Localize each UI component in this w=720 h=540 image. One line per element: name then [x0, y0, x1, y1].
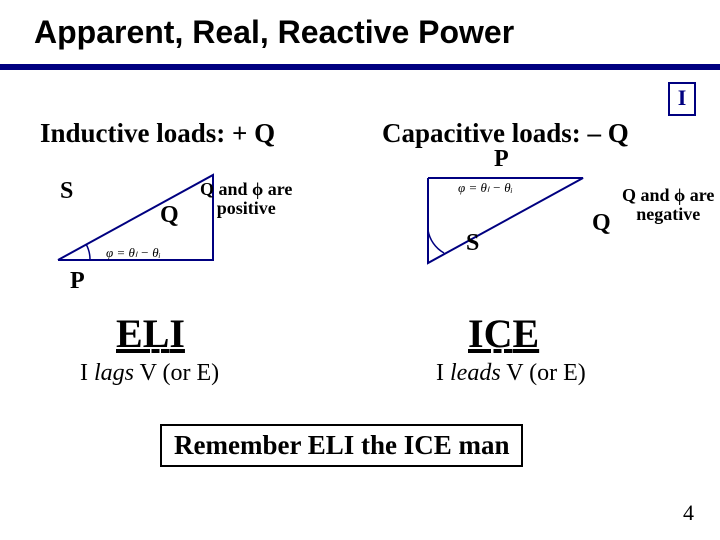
capacitive-Q-label: Q [592, 210, 611, 237]
inductive-S-label: S [60, 178, 73, 205]
capacitive-note-l2: negative [636, 204, 700, 224]
inductive-note-l2: positive [217, 198, 276, 218]
slide: Apparent, Real, Reactive Power I Inducti… [0, 0, 720, 540]
title-rule [0, 64, 720, 70]
inductive-Q-label: Q [160, 202, 179, 229]
remember-box: Remember ELI the ICE man [160, 424, 523, 467]
capacitive-note: Q and ϕ are negative [622, 186, 714, 224]
ice-mnemonic: ICE [468, 310, 539, 357]
inductive-P-label: P [70, 268, 85, 295]
eli-sub-verb: lags [94, 360, 134, 386]
eli-mnemonic: ELI [116, 310, 185, 357]
ice-subtext: I leads V (or E) [436, 360, 586, 387]
capacitive-note-l1: Q and ϕ are [622, 185, 714, 205]
inductive-note-l1: Q and ϕ are [200, 179, 292, 199]
inductive-formula: φ = θₗ − θᵢ [106, 245, 161, 261]
page-title: Apparent, Real, Reactive Power [34, 14, 514, 51]
eli-sub-rest: V (or E) [134, 360, 219, 386]
ice-sub-I: I [436, 360, 450, 386]
eli-subtext: I lags V (or E) [80, 360, 219, 387]
eli-L: L [143, 311, 170, 356]
ice-sub-verb: leads [450, 360, 501, 386]
ice-sub-rest: V (or E) [501, 360, 586, 386]
eli-E: E [116, 311, 143, 356]
capacitive-S-label: S [466, 230, 479, 257]
page-number: 4 [683, 500, 694, 526]
capacitive-heading: Capacitive loads: – Q [382, 118, 629, 149]
ice-E: E [512, 311, 539, 356]
logo-box: I [668, 82, 696, 116]
capacitive-formula: φ = θₗ − θᵢ [458, 180, 513, 196]
eli-sub-I: I [80, 360, 94, 386]
ice-C: C [484, 311, 513, 356]
inductive-heading: Inductive loads: + Q [40, 118, 275, 149]
eli-I: I [169, 311, 185, 356]
inductive-note: Q and ϕ are positive [200, 180, 292, 218]
ice-I: I [468, 311, 484, 356]
